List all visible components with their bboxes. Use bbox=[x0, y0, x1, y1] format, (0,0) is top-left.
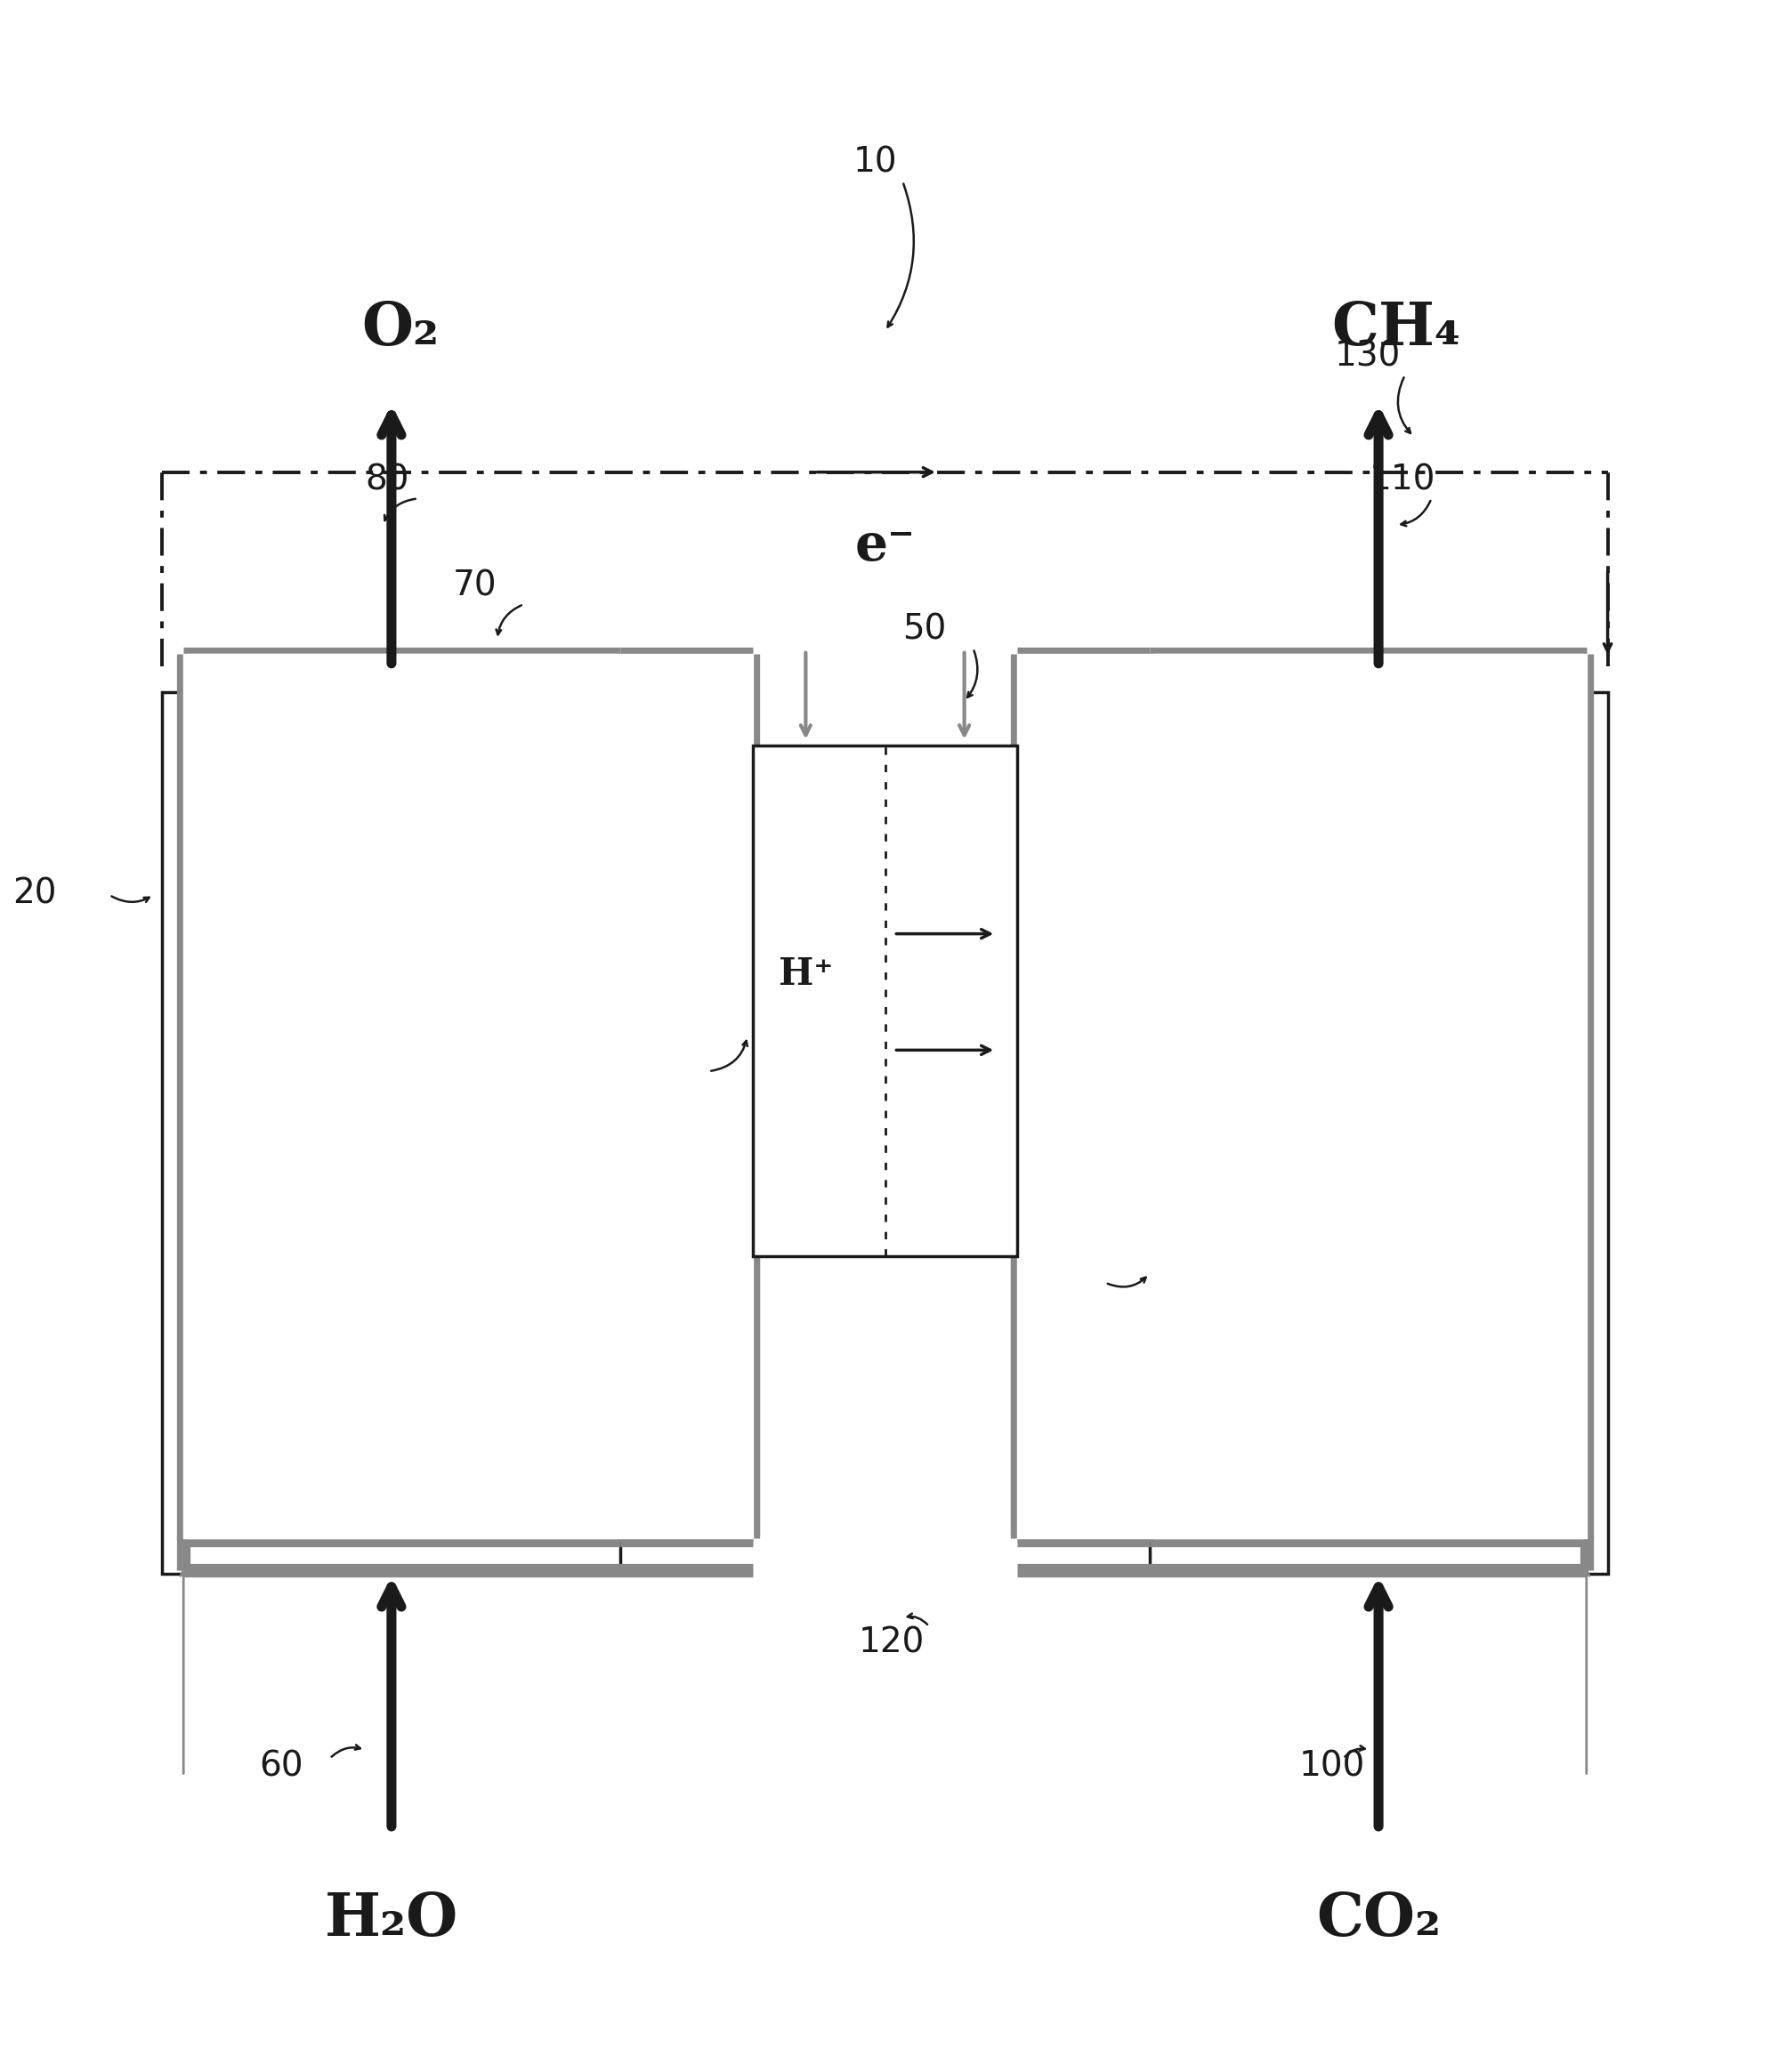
Text: 120: 120 bbox=[858, 1627, 924, 1660]
Text: Photosynthetic
microbial fuel
half-cell: Photosynthetic microbial fuel half-cell bbox=[260, 1069, 522, 1196]
Text: 110: 110 bbox=[1370, 462, 1435, 497]
Text: 80: 80 bbox=[365, 462, 409, 497]
Text: CO₂: CO₂ bbox=[1317, 1890, 1441, 1948]
Text: Electromethanogenic
microbial fuel
half-cell: Electromethanogenic microbial fuel half-… bbox=[1211, 1075, 1547, 1191]
Text: 50: 50 bbox=[903, 613, 947, 646]
Bar bbox=[752, 746, 1018, 1256]
Text: 10: 10 bbox=[853, 145, 897, 180]
Text: 130: 130 bbox=[1335, 340, 1400, 373]
Bar bbox=[1149, 692, 1607, 1573]
Text: 20: 20 bbox=[12, 876, 57, 912]
Text: 40: 40 bbox=[595, 1071, 639, 1104]
Text: 70: 70 bbox=[453, 570, 497, 603]
Text: H₂O: H₂O bbox=[324, 1890, 458, 1948]
Text: H⁺: H⁺ bbox=[779, 955, 834, 992]
Text: CH₄: CH₄ bbox=[1331, 300, 1460, 358]
Text: 30: 30 bbox=[1035, 1274, 1080, 1307]
Text: e⁻: e⁻ bbox=[855, 522, 915, 572]
Bar bbox=[163, 692, 621, 1573]
Text: 60: 60 bbox=[258, 1749, 303, 1784]
Text: O₂: O₂ bbox=[361, 300, 439, 358]
Text: 100: 100 bbox=[1299, 1749, 1365, 1784]
